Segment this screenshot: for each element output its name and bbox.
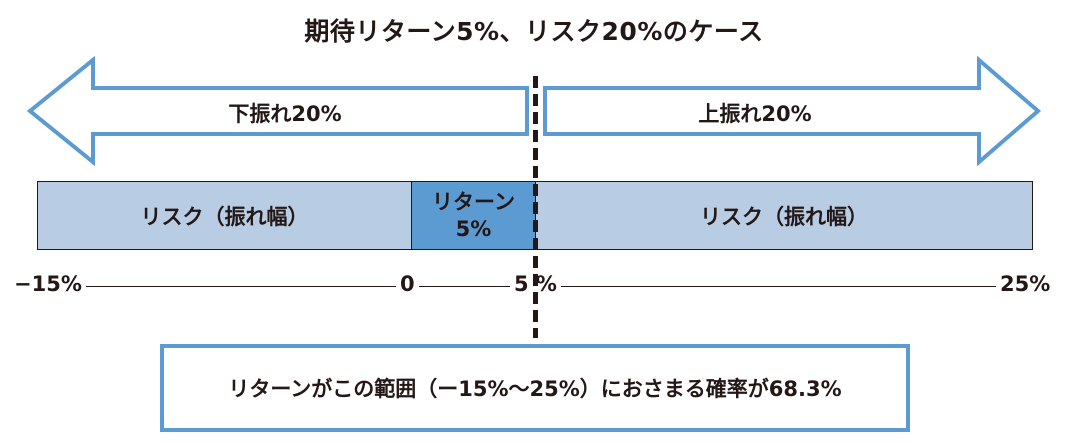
expected-return-dashed-line bbox=[533, 76, 538, 338]
return-band-label-line2: 5% bbox=[455, 216, 492, 241]
risk-band-left: リスク（振れ幅） bbox=[37, 181, 412, 250]
return-band-label-line1: リターン bbox=[432, 189, 515, 214]
tick-25: 25% bbox=[996, 272, 1055, 296]
probability-note-box: リターンがこの範囲（ー15%〜25%）におさまる確率が68.3% bbox=[160, 344, 910, 432]
tick-minus-15: −15% bbox=[10, 272, 86, 296]
risk-band-left-label: リスク（振れ幅） bbox=[140, 204, 309, 229]
return-band: リターン 5% bbox=[411, 181, 536, 250]
risk-band-right: リスク（振れ幅） bbox=[535, 181, 1033, 250]
risk-band-right-label: リスク（振れ幅） bbox=[700, 204, 868, 229]
left-arrow-shape bbox=[26, 55, 529, 167]
diagram-title: 期待リターン5%、リスク20%のケース bbox=[304, 17, 764, 46]
tick-zero: 0 bbox=[396, 272, 419, 296]
probability-note-text: リターンがこの範囲（ー15%〜25%）におさまる確率が68.3% bbox=[228, 377, 842, 401]
downside-label: 下振れ20% bbox=[228, 102, 342, 126]
upside-label: 上振れ20% bbox=[698, 102, 812, 126]
right-arrow-shape bbox=[543, 55, 1042, 167]
